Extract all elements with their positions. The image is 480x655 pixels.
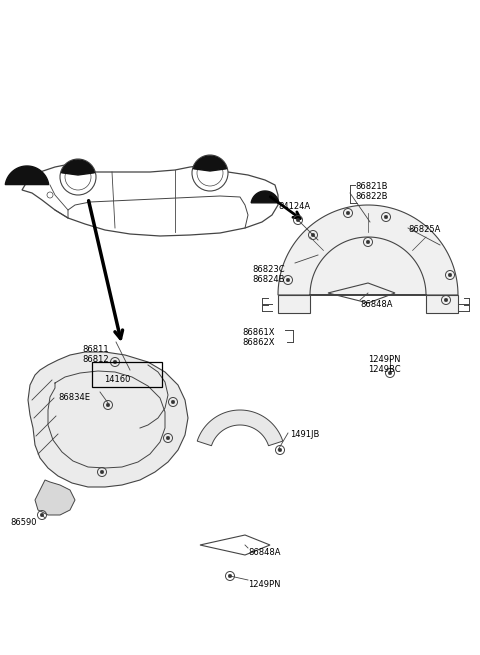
- Text: 1249PN
1249BC: 1249PN 1249BC: [368, 355, 401, 375]
- Circle shape: [311, 233, 315, 237]
- Text: 86825A: 86825A: [408, 225, 440, 234]
- Circle shape: [366, 240, 370, 244]
- Polygon shape: [5, 166, 49, 185]
- Polygon shape: [278, 295, 310, 313]
- Circle shape: [166, 436, 170, 440]
- Text: 1249PN: 1249PN: [248, 580, 280, 589]
- Circle shape: [40, 514, 44, 517]
- Text: 14160: 14160: [104, 375, 131, 384]
- Circle shape: [346, 211, 350, 215]
- Circle shape: [388, 371, 392, 375]
- Circle shape: [296, 218, 300, 222]
- Bar: [92, 362, 162, 387]
- Circle shape: [286, 278, 290, 282]
- Polygon shape: [193, 156, 227, 171]
- Polygon shape: [426, 295, 458, 313]
- Text: 86848A: 86848A: [360, 300, 393, 309]
- Polygon shape: [35, 480, 75, 515]
- Text: 86823C
86824B: 86823C 86824B: [252, 265, 285, 284]
- Polygon shape: [28, 352, 188, 487]
- Circle shape: [228, 574, 232, 578]
- Circle shape: [448, 273, 452, 277]
- Circle shape: [100, 470, 104, 474]
- Text: 86590: 86590: [10, 518, 36, 527]
- Polygon shape: [197, 410, 283, 446]
- Text: 86848A: 86848A: [248, 548, 280, 557]
- Polygon shape: [61, 160, 95, 175]
- Text: 84124A: 84124A: [278, 202, 310, 211]
- Circle shape: [444, 298, 448, 302]
- Text: 86861X
86862X: 86861X 86862X: [242, 328, 275, 347]
- Circle shape: [113, 360, 117, 364]
- Circle shape: [106, 403, 110, 407]
- Polygon shape: [251, 191, 279, 203]
- Text: 86811
86812: 86811 86812: [82, 345, 108, 364]
- Text: 86834E: 86834E: [58, 393, 90, 402]
- Circle shape: [171, 400, 175, 403]
- Circle shape: [192, 155, 228, 191]
- Text: 1491JB: 1491JB: [290, 430, 319, 439]
- Polygon shape: [278, 205, 458, 295]
- Circle shape: [60, 159, 96, 195]
- Text: 86821B
86822B: 86821B 86822B: [355, 182, 387, 201]
- Circle shape: [384, 215, 388, 219]
- Circle shape: [278, 448, 282, 452]
